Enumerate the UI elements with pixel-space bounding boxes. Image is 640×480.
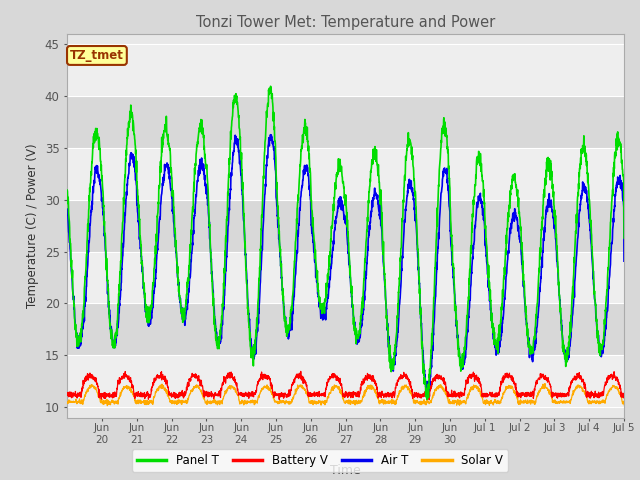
Legend: Panel T, Battery V, Air T, Solar V: Panel T, Battery V, Air T, Solar V	[132, 449, 508, 472]
Title: Tonzi Tower Met: Temperature and Power: Tonzi Tower Met: Temperature and Power	[196, 15, 495, 30]
X-axis label: Time: Time	[330, 464, 361, 477]
Bar	[67, 303, 624, 355]
Bar	[67, 200, 624, 252]
Text: TZ_tmet: TZ_tmet	[70, 49, 124, 62]
Y-axis label: Temperature (C) / Power (V): Temperature (C) / Power (V)	[26, 144, 39, 308]
Bar	[67, 96, 624, 148]
Bar	[67, 355, 624, 407]
Bar	[67, 44, 624, 96]
Bar	[67, 252, 624, 303]
Bar	[67, 148, 624, 200]
